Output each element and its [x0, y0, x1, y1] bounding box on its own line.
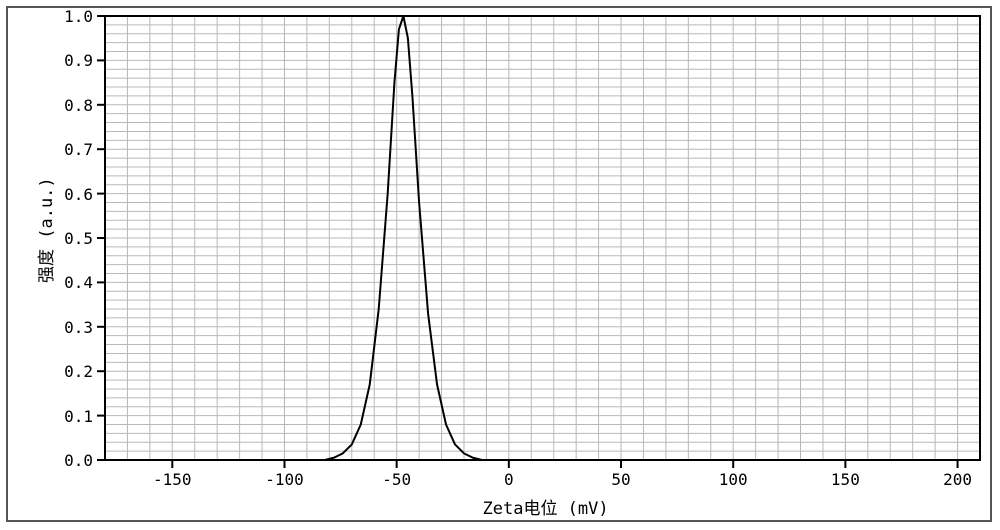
- x-tick-label: 100: [713, 470, 753, 489]
- y-axis-label: 强度 (a.u.): [32, 177, 57, 283]
- y-tick-label: 0.2: [64, 362, 93, 381]
- zeta-potential-chart: -150 -100 -50 0 50 100 150 200 0.0 0.1 0.2 0.3 0.4 0.…: [0, 0, 1000, 530]
- y-tick-label: 1.0: [64, 7, 93, 26]
- y-tick-label: 0.5: [64, 229, 93, 248]
- y-tick-label: 0.4: [64, 273, 93, 292]
- x-tick-label: 0: [489, 470, 529, 489]
- y-tick-label: 0.7: [64, 140, 93, 159]
- x-tick-label: -100: [264, 470, 304, 489]
- x-tick-label: 200: [938, 470, 978, 489]
- y-tick-label: 0.8: [64, 96, 93, 115]
- x-axis-label: Zeta电位 (mV): [483, 494, 609, 519]
- y-tick-label: 0.9: [64, 51, 93, 70]
- y-tick-label: 0.1: [64, 407, 93, 426]
- x-tick-label: 150: [825, 470, 865, 489]
- chart-svg: [0, 0, 1000, 530]
- y-tick-label: 0.6: [64, 185, 93, 204]
- y-tick-label: 0.0: [64, 451, 93, 470]
- x-tick-label: -150: [152, 470, 192, 489]
- x-tick-label: 50: [601, 470, 641, 489]
- y-tick-label: 0.3: [64, 318, 93, 337]
- x-tick-label: -50: [377, 470, 417, 489]
